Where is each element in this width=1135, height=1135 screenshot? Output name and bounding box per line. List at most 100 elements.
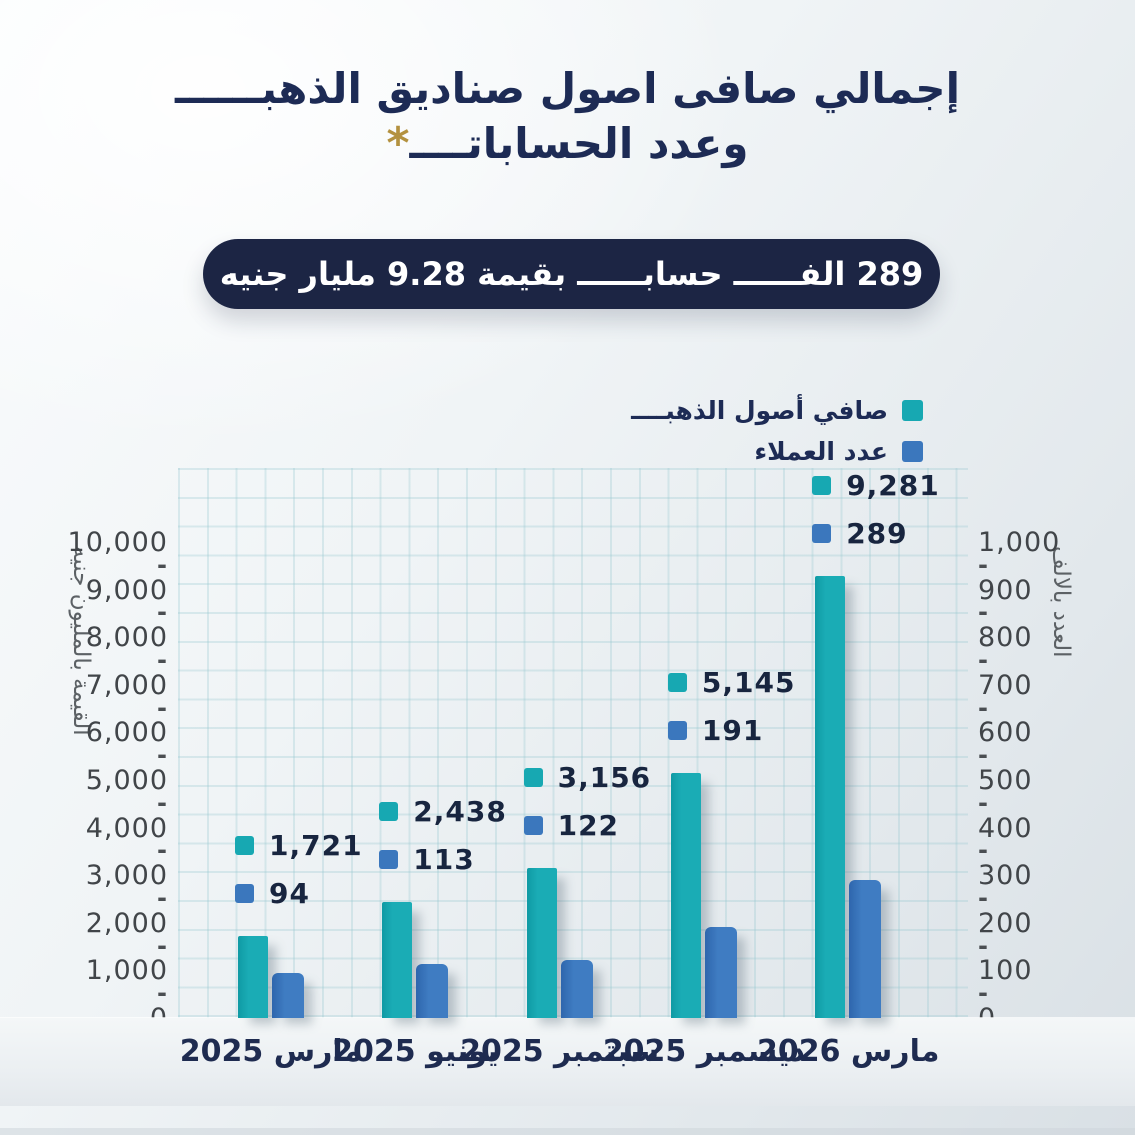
value-net-assets: 9,281 [846,469,940,503]
legend-item-net-assets: صافي أصول الذهبــــ [631,396,923,425]
value-customers: 94 [269,877,310,911]
value-net-assets: 5,145 [701,666,796,700]
right-axis-minor-tick: - [978,598,989,627]
title-line-2-text: وعدد الحساباتــــ [409,118,749,168]
blue-square-icon [812,524,832,544]
bar-net-assets [382,901,413,1018]
value-customers: 122 [557,808,620,842]
bar-customers [560,959,593,1018]
left-axis-tick: 1,000 [85,955,168,987]
teal-square-icon [235,836,254,856]
right-axis-tick: 1,000 [978,527,1061,558]
right-axis-tick: 300 [978,860,1033,892]
value-label-net-assets: 2,438 [379,795,507,828]
left-axis-minor-tick: - [157,979,168,1008]
right-axis-minor-tick: - [978,646,989,674]
page-title: إجمالي صافى اصول صناديق الذهبــــــ وعدد… [0,62,1135,172]
teal-square-icon [379,801,399,821]
left-axis-tick: 10,000 [67,527,168,558]
left-axis-tick: 7,000 [85,669,168,701]
value-label-net-assets: 9,281 [812,469,940,502]
value-customers: 113 [413,842,475,876]
bar-net-assets [526,867,557,1018]
bar-customers [704,927,737,1018]
right-axis-tick: 700 [978,669,1033,701]
bar-customers [272,973,304,1018]
blue-square-icon [379,849,399,869]
right-axis-minor-tick: - [978,884,989,912]
left-axis-minor-tick: - [157,598,168,627]
left-axis-tick: 4,000 [85,812,168,844]
left-axis-tick: 2,000 [85,907,168,939]
value-net-assets: 2,438 [413,794,507,828]
left-axis-ticks: 10,000-9,000-8,000-7,000-6,000-5,000-4,0… [58,527,168,1034]
right-axis-minor-tick: - [978,836,989,865]
right-axis-ticks: 1,000-900-800-700-600-500-400-300-200-10… [978,527,1061,1034]
bar-net-assets [815,576,846,1018]
value-customers: 191 [701,714,764,748]
footnote-asterisk: * [386,117,410,169]
left-axis-tick: 6,000 [85,717,168,749]
value-label-net-assets: 3,156 [523,760,652,794]
x-axis-category-label: يونيو 2025 [332,1034,499,1069]
right-axis-tick: 800 [978,622,1033,654]
left-axis-minor-tick: - [157,741,168,770]
x-axis-category-label: مارس 2025 [179,1034,363,1069]
blue-square-icon [902,441,923,462]
value-label-group: 1,721 94 [235,829,363,910]
left-axis-minor-tick: - [157,836,168,865]
right-axis-tick: 900 [978,574,1033,606]
right-axis-minor-tick: - [978,693,989,722]
legend-label-net-assets: صافي أصول الذهبــــ [631,396,888,425]
summary-banner-text: 289 الفــــــ حسابــــــ بقيمة 9.28 مليا… [219,255,924,293]
right-axis-tick: 500 [978,765,1033,796]
bar-customers [849,880,882,1018]
left-axis-tick: 3,000 [85,860,168,892]
bar-plot-area: 1,721 94 2,438 113 3,156 122 5,145 191 9,281 289 [178,469,968,1018]
value-label-group: 5,145 191 [667,666,796,748]
value-label-net-assets: 5,145 [667,666,796,700]
title-line-2: وعدد الحساباتــــ* [0,116,1135,172]
teal-square-icon [902,400,923,421]
left-axis-minor-tick: - [157,931,168,960]
bar-net-assets [670,773,701,1018]
teal-square-icon [812,476,832,496]
blue-square-icon [235,884,254,904]
value-net-assets: 1,721 [269,829,363,863]
left-axis-minor-tick: - [157,646,168,674]
value-label-group: 9,281 289 [812,469,940,550]
left-axis-minor-tick: - [157,788,168,817]
blue-square-icon [523,815,543,835]
left-axis-minor-tick: - [157,884,168,912]
right-axis-tick: 100 [978,955,1033,987]
bar-customers [416,964,449,1018]
chart-legend: صافي أصول الذهبــــ عدد العملاء [631,396,923,466]
right-axis-minor-tick: - [978,979,989,1008]
right-axis-minor-tick: - [978,550,989,579]
bottom-edge-divider [0,1128,1135,1135]
right-axis-minor-tick: - [978,931,989,960]
x-axis-labels: مارس 2025 يونيو 2025 سبتمبر 2025 ديسمبر 202… [0,1034,1135,1080]
left-axis-tick: 8,000 [85,622,168,654]
value-label-group: 2,438 113 [379,795,507,876]
right-axis-tick: 200 [978,907,1033,939]
value-label-customers: 113 [379,843,507,876]
value-label-group: 3,156 122 [523,760,652,842]
left-axis-minor-tick: - [157,550,168,579]
value-label-customers: 122 [523,808,652,842]
value-label-customers: 94 [235,877,363,910]
value-label-customers: 191 [667,714,796,748]
teal-square-icon [523,767,543,787]
value-customers: 289 [846,517,908,551]
blue-square-icon [667,721,687,741]
right-axis-tick: 600 [978,717,1033,749]
value-net-assets: 3,156 [557,760,652,794]
x-axis-category-label: ديسمبر 2025 [602,1034,805,1069]
right-axis-minor-tick: - [978,741,989,770]
title-line-1: إجمالي صافى اصول صناديق الذهبــــــ [175,64,960,113]
right-axis-minor-tick: - [978,788,989,817]
x-axis-category-label: مارس 2026 [756,1034,940,1069]
left-axis-minor-tick: - [157,693,168,722]
bar-net-assets [238,936,268,1018]
